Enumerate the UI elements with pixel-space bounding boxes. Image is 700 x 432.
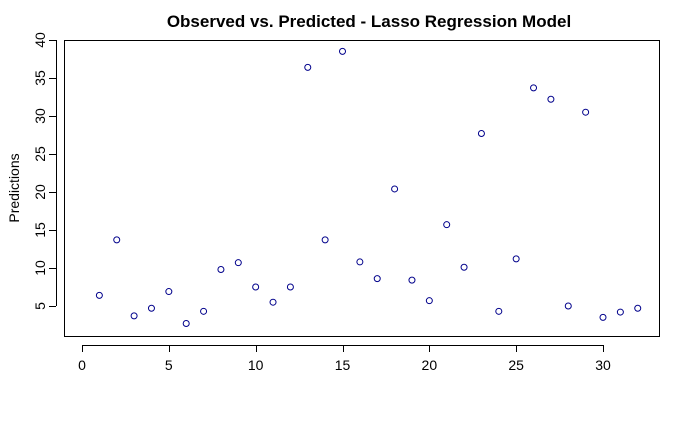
x-tick-label: 10	[248, 357, 264, 373]
x-tick-label: 15	[335, 357, 351, 373]
data-point	[443, 221, 451, 229]
x-tick-label: 25	[508, 357, 524, 373]
data-point	[356, 258, 364, 266]
data-point	[147, 304, 155, 312]
data-point	[165, 288, 173, 296]
data-point	[339, 47, 346, 55]
data-point	[599, 313, 607, 321]
y-tick-label: 20	[32, 184, 48, 200]
y-tick-label: 15	[32, 222, 48, 238]
y-axis: 5 10 15 20 25 30 35 40	[32, 32, 57, 310]
data-point	[217, 266, 225, 274]
data-point	[373, 275, 381, 283]
data-point	[512, 255, 520, 263]
data-point	[391, 185, 399, 193]
data-point	[321, 236, 329, 244]
data-point	[304, 63, 312, 71]
y-tick-label: 25	[32, 146, 48, 162]
data-point	[95, 291, 103, 299]
x-axis: 0 5 10 15 20 25 30	[78, 345, 611, 373]
data-point	[582, 108, 590, 116]
chart-title: Observed vs. Predicted - Lasso Regressio…	[167, 12, 571, 31]
data-point	[408, 276, 416, 284]
plot-area	[64, 40, 660, 337]
data-point	[547, 95, 555, 103]
data-point	[495, 307, 503, 315]
x-tick-label: 5	[165, 357, 173, 373]
data-point	[634, 304, 642, 312]
data-point	[530, 84, 538, 92]
data-point	[130, 312, 138, 320]
y-tick-label: 40	[32, 32, 48, 48]
data-point	[182, 319, 190, 327]
y-tick-label: 10	[32, 260, 48, 276]
data-points	[95, 47, 642, 327]
y-axis-label: Predictions	[6, 153, 22, 222]
x-tick-label: 30	[595, 357, 611, 373]
data-point	[252, 283, 260, 291]
data-point	[425, 297, 433, 305]
x-tick-label: 0	[78, 357, 86, 373]
data-point	[113, 236, 121, 244]
data-point	[234, 259, 242, 267]
data-point	[460, 263, 468, 271]
data-point	[477, 129, 485, 137]
data-point	[564, 302, 572, 310]
y-tick-label: 35	[32, 70, 48, 86]
y-tick-label: 30	[32, 108, 48, 124]
data-point	[616, 308, 624, 316]
x-tick-label: 20	[422, 357, 438, 373]
y-tick-label: 5	[32, 302, 48, 310]
data-point	[286, 283, 294, 291]
data-point	[200, 307, 208, 315]
data-point	[269, 298, 277, 306]
